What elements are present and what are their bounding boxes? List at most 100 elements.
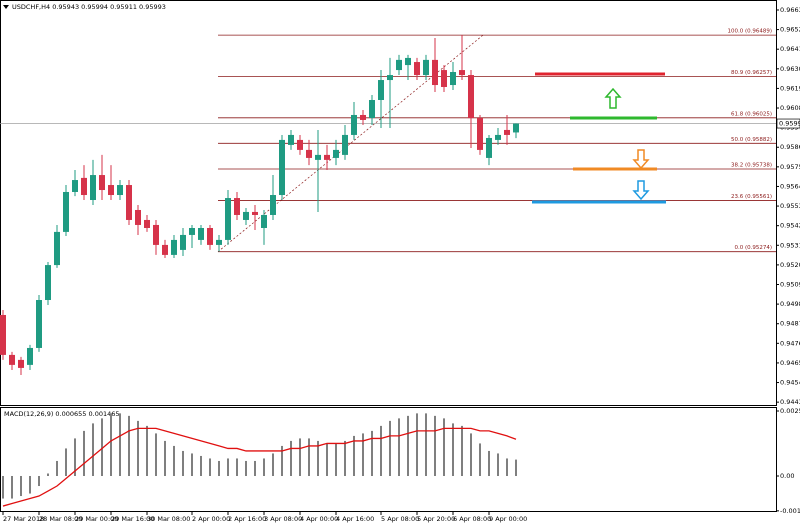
y-tick-label: 0.96080 xyxy=(780,104,800,112)
y-tick-label: 0.96410 xyxy=(780,45,800,53)
fib-label: 23.6 (0.95561) xyxy=(731,194,772,200)
x-tick-label: 27 Mar 2018 xyxy=(3,515,44,523)
macd-bar xyxy=(515,459,517,476)
up-arrow xyxy=(604,87,622,109)
macd-bar xyxy=(272,453,274,476)
macd-bar xyxy=(173,445,175,476)
macd-bar xyxy=(281,445,283,476)
candle-body xyxy=(387,75,393,81)
candle-body xyxy=(504,129,510,135)
price-box xyxy=(776,118,800,129)
y-tick-label: 0.95200 xyxy=(780,261,800,269)
macd-bar xyxy=(137,420,139,476)
x-tick-label: 4 Apr 16:00 xyxy=(336,515,374,523)
y-tick-label: 0.94430 xyxy=(780,398,800,406)
candle-body xyxy=(54,231,60,266)
candle-body xyxy=(27,347,33,365)
macd-bar xyxy=(407,415,409,476)
macd-bar xyxy=(317,440,319,476)
macd-bar xyxy=(227,458,229,476)
candle-body xyxy=(477,118,483,150)
down-arrow-blue xyxy=(632,180,650,201)
x-tick-label: 2 Apr 16:00 xyxy=(228,515,266,523)
candle-body xyxy=(171,239,177,255)
macd-bar xyxy=(245,460,247,476)
macd-bar xyxy=(443,418,445,476)
x-tick-label: 29 Mar 16:00 xyxy=(111,515,154,523)
y-tick-label: 0.95750 xyxy=(780,163,800,171)
x-tick-label: 5 Apr 20:00 xyxy=(417,515,455,523)
macd-bar xyxy=(353,435,355,476)
candle-body xyxy=(261,214,267,228)
macd-title: MACD(12,26,9) 0.000655 0.001465 xyxy=(4,410,120,418)
fib-label: 0.0 (0.95274) xyxy=(734,245,772,251)
macd-bar xyxy=(182,450,184,476)
x-tick-label: 9 Apr 00:00 xyxy=(489,515,527,523)
macd-bar xyxy=(200,455,202,476)
price-title: USDCHF,H4 0.95943 0.95994 0.95911 0.9599… xyxy=(12,3,166,11)
fib-label: 100.0 (0.96489) xyxy=(727,29,772,35)
y-tick-label: 0.94760 xyxy=(780,339,800,347)
candle-body xyxy=(45,265,51,301)
candle-body xyxy=(216,239,222,245)
macd-bar xyxy=(434,415,436,476)
x-tick-label: 4 Apr 00:00 xyxy=(300,515,338,523)
candle-body xyxy=(459,70,465,76)
candle-body xyxy=(0,314,6,355)
macd-bar xyxy=(191,453,193,476)
macd-bar xyxy=(65,448,67,476)
macd-bar xyxy=(119,413,121,476)
candle-body xyxy=(270,195,276,215)
candle-body xyxy=(342,134,348,155)
candle-body xyxy=(315,154,321,160)
macd-bar xyxy=(47,473,49,476)
x-tick-label: 6 Apr 08:00 xyxy=(453,515,491,523)
macd-bar xyxy=(326,443,328,476)
candle-body xyxy=(297,139,303,150)
price-frame xyxy=(0,0,777,406)
y-tick-label: 0.96300 xyxy=(780,65,800,73)
candle-body xyxy=(423,59,429,76)
candle-body xyxy=(99,175,105,191)
candle-body xyxy=(450,72,456,86)
macd-bar xyxy=(380,425,382,476)
candle-body xyxy=(360,114,366,120)
macd-bar xyxy=(290,440,292,476)
candle-body xyxy=(405,57,411,66)
y-tick-label: 0.00 xyxy=(780,472,794,480)
candle-body xyxy=(234,198,240,215)
candle-body xyxy=(252,211,258,215)
candle-body xyxy=(36,300,42,348)
macd-bar xyxy=(488,450,490,476)
macd-bar xyxy=(398,418,400,476)
y-tick-label: 0.96190 xyxy=(780,84,800,92)
macd-bar xyxy=(479,443,481,476)
y-tick-label: 0.94870 xyxy=(780,320,800,328)
candle-body xyxy=(288,134,294,145)
candle-body xyxy=(117,185,123,196)
y-tick-label: -0.001391 xyxy=(780,507,800,515)
macd-bar xyxy=(416,413,418,476)
macd-bar xyxy=(74,438,76,476)
macd-bar xyxy=(29,475,31,494)
macd-bar xyxy=(110,413,112,476)
macd-bar xyxy=(56,460,58,476)
candle-body xyxy=(72,180,78,192)
y-tick-label: 0.95090 xyxy=(780,280,800,288)
y-tick-label: 0.94540 xyxy=(780,379,800,387)
candle-body xyxy=(144,219,150,228)
candle-body xyxy=(243,211,249,220)
macd-bar xyxy=(389,420,391,476)
x-tick-label: 5 Apr 08:00 xyxy=(381,515,419,523)
fib-label: 38.2 (0.95738) xyxy=(731,162,772,168)
x-tick-label: 3 Apr 08:00 xyxy=(264,515,302,523)
candle-body xyxy=(225,198,231,240)
candle-body xyxy=(333,149,339,158)
x-tick-label: 30 Mar 08:00 xyxy=(147,515,190,523)
candle-body xyxy=(198,227,204,240)
y-tick-label: 0.95310 xyxy=(780,241,800,249)
candle-body xyxy=(324,154,330,160)
macd-bar xyxy=(425,413,427,476)
macd-bar xyxy=(371,430,373,476)
macd-bar xyxy=(236,458,238,476)
